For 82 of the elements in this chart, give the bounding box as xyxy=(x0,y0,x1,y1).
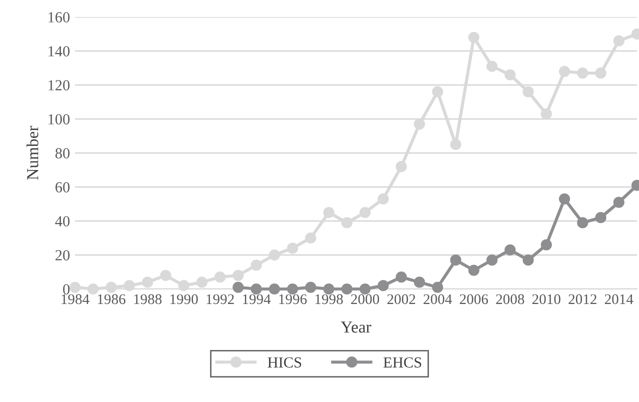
point xyxy=(540,108,552,120)
y-tick-label: 40 xyxy=(55,216,70,226)
x-tick-label: 1986 xyxy=(98,294,126,304)
legend-label: EHCS xyxy=(384,357,422,368)
point xyxy=(124,280,135,292)
y-tick-label: 120 xyxy=(48,80,70,90)
point xyxy=(378,280,389,292)
point xyxy=(504,244,516,256)
point xyxy=(286,283,298,295)
point xyxy=(232,270,244,281)
x-tick-label: 2014 xyxy=(604,294,634,304)
x-tick-label: 1998 xyxy=(316,294,343,304)
point xyxy=(486,60,498,72)
x-tick-label: 1984 xyxy=(62,294,90,304)
point xyxy=(540,239,552,250)
point xyxy=(378,193,389,204)
point xyxy=(360,283,371,295)
x-tick-label: 1992 xyxy=(206,294,234,304)
point xyxy=(522,254,534,266)
x-tick-label: 2010 xyxy=(532,294,560,304)
point xyxy=(595,212,606,224)
point xyxy=(396,272,407,283)
x-tick-label: 2002 xyxy=(387,294,416,304)
x-tick-label: 1994 xyxy=(242,294,271,304)
point xyxy=(178,280,190,292)
point xyxy=(305,232,316,244)
point xyxy=(577,68,588,79)
point xyxy=(522,86,534,98)
point xyxy=(323,283,334,295)
y-tick-label: 60 xyxy=(56,182,70,192)
point xyxy=(468,264,480,276)
point xyxy=(558,66,570,77)
x-axis-title: Year xyxy=(340,322,372,333)
legend-label: HICS xyxy=(268,357,302,368)
point xyxy=(142,276,154,288)
y-tick-label: 20 xyxy=(56,250,70,260)
point xyxy=(268,283,280,295)
point xyxy=(305,282,316,293)
x-tick-label: 2000 xyxy=(351,294,380,304)
point xyxy=(450,254,462,266)
x-tick-label: 2012 xyxy=(568,294,596,304)
point xyxy=(558,193,570,204)
point xyxy=(577,217,588,228)
point xyxy=(232,282,244,293)
point xyxy=(486,254,498,266)
x-tick-label: 1990 xyxy=(170,294,198,304)
point xyxy=(414,118,426,130)
point xyxy=(214,272,226,283)
point xyxy=(432,86,444,98)
point xyxy=(106,282,117,293)
x-tick-label: 2006 xyxy=(460,294,488,304)
point xyxy=(250,260,262,271)
point xyxy=(468,32,480,43)
point xyxy=(88,283,99,295)
y-tick-label: 80 xyxy=(55,148,70,158)
x-tick-label: 2008 xyxy=(496,294,524,304)
point xyxy=(268,249,280,261)
point xyxy=(432,282,444,293)
y-tick-label: 100 xyxy=(48,114,70,124)
point xyxy=(341,283,352,295)
y-tick-label: 0 xyxy=(63,284,70,294)
point xyxy=(360,206,371,218)
x-tick-label: 1988 xyxy=(134,294,162,304)
point xyxy=(250,283,262,295)
point xyxy=(595,68,606,79)
point xyxy=(69,282,81,293)
point xyxy=(196,276,208,288)
point xyxy=(504,69,516,80)
y-tick-label: 140 xyxy=(48,46,70,56)
point xyxy=(341,217,352,228)
point xyxy=(396,161,407,172)
point xyxy=(286,242,298,254)
point xyxy=(414,276,426,288)
point xyxy=(160,270,172,281)
x-tick-label: 1996 xyxy=(279,294,307,304)
x-tick-label: 2004 xyxy=(424,294,452,304)
y-axis-title: Number xyxy=(26,126,38,180)
point xyxy=(613,35,624,46)
point xyxy=(613,196,624,208)
y-tick-label: 160 xyxy=(48,12,70,22)
point xyxy=(323,206,334,218)
point xyxy=(450,138,462,150)
